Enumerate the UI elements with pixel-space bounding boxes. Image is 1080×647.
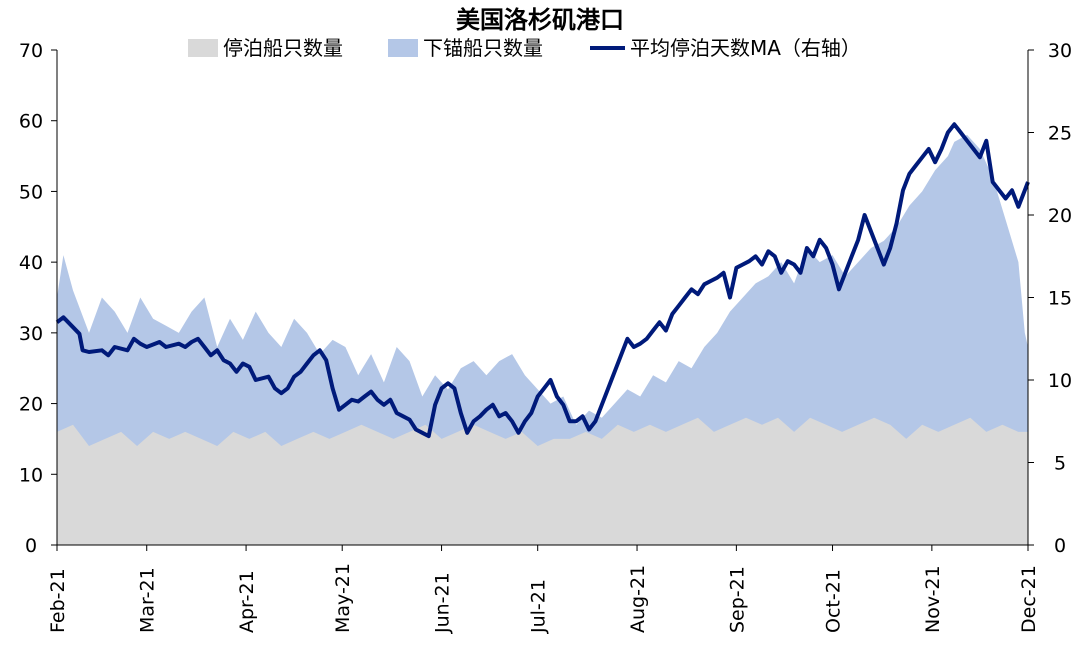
- series-area-moored: [57, 417, 1028, 545]
- x-tick-label: May-21: [332, 563, 354, 633]
- left-axis: 0 10 20 30 40 50 60 70: [19, 40, 58, 557]
- right-tick-label: 20: [1048, 205, 1072, 227]
- x-tick-label: Apr-21: [236, 570, 258, 633]
- x-tick-label: Jun-21: [432, 572, 454, 634]
- legend-swatch-anchored: [388, 39, 418, 57]
- right-tick-label: 5: [1054, 453, 1066, 475]
- x-tick-label: Mar-21: [137, 567, 159, 633]
- left-tick-label: 0: [25, 535, 37, 557]
- right-tick-label: 30: [1048, 40, 1072, 62]
- right-axis: 0 5 10 15 20 25 30: [1027, 40, 1072, 557]
- x-tick-label: Sep-21: [726, 566, 748, 633]
- x-tick-label: Jul-21: [528, 579, 550, 634]
- x-tick-label: Oct-21: [823, 569, 845, 633]
- chart-title: 美国洛杉矶港口: [456, 6, 624, 34]
- x-tick-label: Nov-21: [922, 565, 944, 633]
- x-tick-label: Dec-21: [1018, 565, 1040, 633]
- legend-swatch-moored: [188, 39, 218, 57]
- right-tick-label: 25: [1048, 123, 1072, 145]
- right-tick-label: 15: [1048, 288, 1072, 310]
- left-tick-label: 60: [19, 111, 43, 133]
- left-tick-label: 20: [19, 394, 43, 416]
- left-tick-label: 10: [19, 464, 43, 486]
- legend-label-avg: 平均停泊天数MA（右轴）: [630, 36, 861, 60]
- legend: 停泊船只数量 下锚船只数量 平均停泊天数MA（右轴）: [188, 36, 861, 60]
- left-tick-label: 30: [19, 323, 43, 345]
- series-line-avg-days: [55, 122, 1030, 439]
- right-tick-label: 10: [1048, 370, 1072, 392]
- x-tick-label: Aug-21: [627, 565, 649, 633]
- x-tick-label: Feb-21: [47, 568, 69, 633]
- legend-label-anchored: 下锚船只数量: [423, 36, 543, 60]
- left-tick-label: 40: [19, 252, 43, 274]
- left-tick-label: 70: [19, 40, 43, 62]
- legend-label-moored: 停泊船只数量: [223, 36, 343, 60]
- right-tick-label: 0: [1054, 535, 1066, 557]
- plot-area: [55, 122, 1030, 545]
- x-axis: Feb-21 Mar-21 Apr-21 May-21 Jun-21 Jul-21 Aug-…: [47, 544, 1040, 634]
- left-tick-label: 50: [19, 181, 43, 203]
